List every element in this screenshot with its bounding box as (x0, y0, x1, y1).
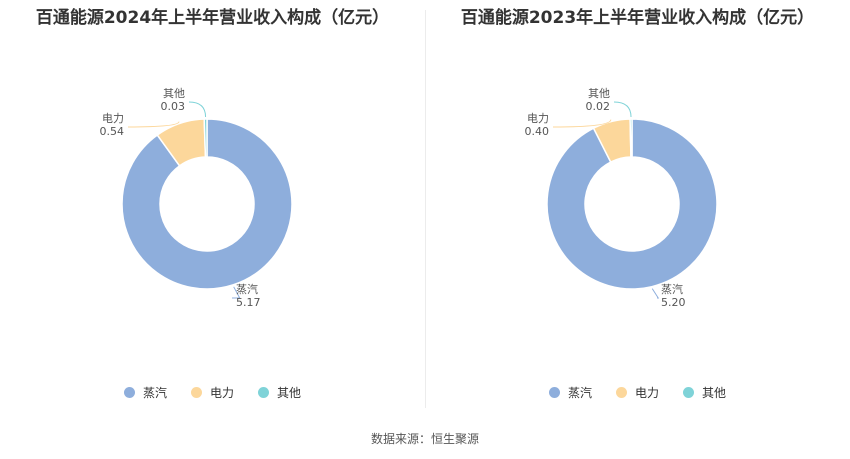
slice-steam[interactable] (121, 118, 293, 290)
legend-dot-other (683, 387, 694, 398)
slice-value-other: 0.03 (161, 100, 186, 113)
slice-value-power: 0.54 (100, 125, 125, 138)
legend-label: 蒸汽 (567, 386, 592, 400)
legend-label: 电力 (634, 386, 659, 400)
slice-label-other: 其他 (163, 87, 185, 100)
leader-line-steam (232, 286, 241, 299)
slice-value-steam: 5.20 (661, 296, 686, 309)
slice-value-other: 0.02 (586, 100, 611, 113)
legend-dot-other (258, 387, 269, 398)
chart-title: 百通能源2024年上半年营业收入构成（亿元） (35, 8, 390, 28)
slice-other[interactable] (629, 118, 633, 158)
legend-item-steam[interactable]: 蒸汽 (548, 384, 592, 401)
slice-steam[interactable] (546, 118, 718, 290)
donut-chart-2024: 蒸汽5.17 电力0.54 其他0.03 (100, 87, 293, 309)
legend-label: 蒸汽 (142, 386, 167, 400)
slice-label-other: 其他 (588, 87, 610, 100)
leader-line-power (552, 119, 612, 128)
donut-chart-2023: 蒸汽5.20 电力0.40 其他0.02 (525, 87, 718, 309)
slice-other[interactable] (203, 118, 208, 158)
leader-line-other (613, 101, 632, 118)
leader-line-steam (651, 288, 660, 299)
data-source: 数据来源：恒生聚源 (370, 432, 479, 446)
slice-value-power: 0.40 (525, 125, 550, 138)
slice-label-steam: 蒸汽 (236, 282, 258, 296)
legend-label: 其他 (277, 386, 302, 400)
chart-panel-2024: 百通能源2024年上半年营业收入构成（亿元） 蒸汽 5.17 电力 0.54 其他 0.0… (0, 0, 425, 420)
legend-dot-power (615, 387, 627, 398)
slice-label-steam: 蒸汽 (661, 282, 683, 296)
legend-item-power[interactable]: 电力 (190, 384, 234, 401)
legend-item-steam[interactable]: 蒸汽 (123, 384, 167, 401)
legend: 蒸汽 电力 其他 (0, 384, 425, 401)
leader-line-other (188, 101, 207, 118)
legend-dot-power (190, 387, 202, 398)
legend-dot-steam (123, 387, 135, 398)
legend-dot-steam (548, 387, 560, 398)
chart-title: 百通能源2023年上半年营业收入构成（亿元） (460, 8, 815, 28)
slice-label-power: 电力 (527, 112, 549, 125)
leader-line-power (127, 121, 180, 128)
chart-panel-2023: 百通能源2023年上半年营业收入构成（亿元） 蒸汽 5.20 电力 0.40 其他 0.0… (425, 0, 850, 420)
legend-item-power[interactable]: 电力 (615, 384, 659, 401)
legend-item-other[interactable]: 其他 (258, 384, 301, 401)
panel-divider (425, 10, 426, 408)
slice-value-steam: 5.17 (236, 296, 261, 309)
slice-label-power: 电力 (102, 112, 124, 125)
legend-item-other[interactable]: 其他 (683, 384, 726, 401)
legend-label: 电力 (209, 386, 234, 400)
legend: 蒸汽 电力 其他 (425, 384, 850, 401)
legend-label: 其他 (702, 386, 727, 400)
